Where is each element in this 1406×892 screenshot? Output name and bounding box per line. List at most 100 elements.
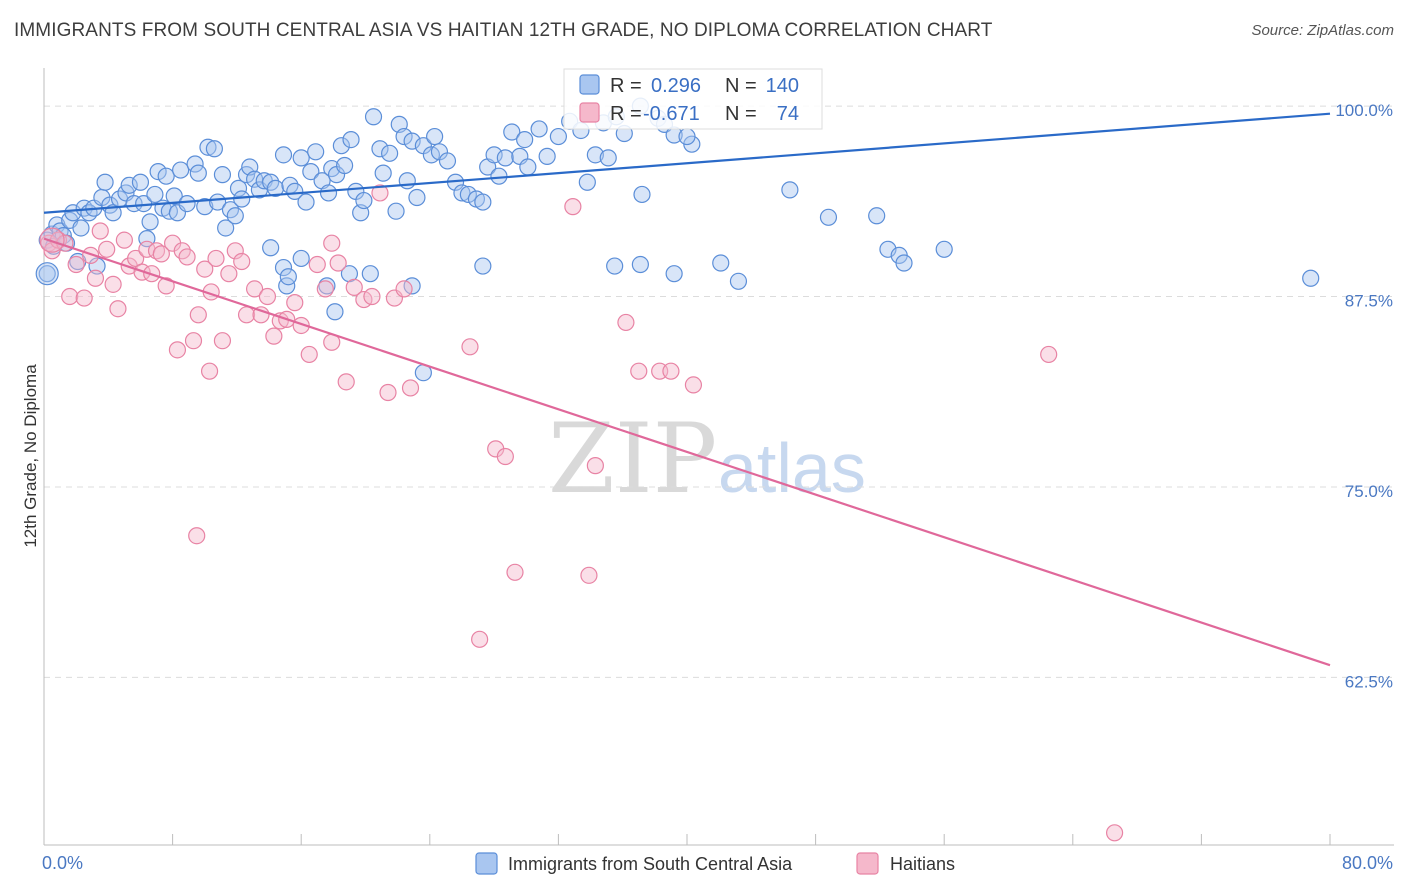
legend-swatch-pink[interactable] (856, 852, 879, 875)
data-point-blue (319, 184, 338, 202)
y-tick-label: 87.5% (1345, 292, 1393, 311)
data-point-pink (586, 457, 604, 475)
data-point-blue (712, 254, 730, 272)
data-point-blue (96, 173, 114, 191)
data-point-pink (86, 269, 105, 287)
data-point-blue (307, 143, 325, 161)
data-point-pink (617, 313, 635, 332)
data-point-pink (316, 280, 334, 298)
data-point-pink (684, 376, 703, 394)
data-point-blue (1302, 269, 1320, 287)
data-point-pink (395, 280, 413, 298)
y-tick-label: 62.5% (1345, 672, 1393, 691)
data-point-blue (141, 213, 159, 231)
data-point-blue (229, 179, 248, 197)
data-point-blue (665, 265, 683, 283)
data-point-pink (258, 287, 277, 306)
data-point-pink (152, 245, 170, 263)
data-point-blue (205, 140, 223, 158)
data-point-blue (586, 146, 604, 164)
data-point-blue (336, 156, 354, 175)
y-tick-label: 75.0% (1345, 482, 1393, 501)
data-point-pink (157, 277, 175, 295)
data-point-pink (265, 327, 283, 345)
data-point-pink (127, 249, 145, 268)
data-point-pink (1105, 824, 1124, 842)
x-tick-labels: 0.0% 80.0% (42, 834, 1393, 873)
data-point-pink (61, 287, 79, 306)
data-point-pink (115, 231, 133, 249)
data-point-blue (549, 127, 568, 146)
data-point-pink (75, 289, 93, 307)
data-point-blue (485, 146, 503, 164)
data-point-blue (459, 185, 477, 204)
data-point-blue (868, 207, 886, 225)
data-point-blue (196, 198, 214, 216)
data-point-pink (271, 312, 289, 330)
data-point-blue (172, 161, 190, 179)
legend-swatch-blue[interactable] (475, 852, 498, 875)
data-point-blue (355, 191, 373, 210)
stats-r-label-blue: R = (610, 75, 642, 97)
data-point-pink (300, 345, 318, 364)
data-point-blue (120, 176, 138, 194)
data-point-blue (819, 208, 838, 226)
data-point-blue (633, 185, 651, 204)
data-point-blue (178, 194, 196, 213)
data-point-pink (82, 246, 100, 264)
data-point-pink (147, 242, 166, 260)
data-point-pink (237, 306, 256, 324)
data-point-blue (217, 219, 235, 237)
stats-swatch-pink (579, 102, 600, 123)
data-point-pink (226, 242, 244, 260)
data-point-blue (326, 303, 344, 321)
data-point-blue (387, 202, 405, 220)
data-point-blue (395, 127, 413, 146)
data-point-blue (332, 137, 350, 155)
data-point-blue (361, 265, 379, 283)
data-point-blue (72, 219, 90, 237)
data-point-blue (895, 254, 913, 272)
data-point-blue (266, 179, 285, 197)
data-point-blue (631, 255, 649, 274)
legend-label-pink[interactable]: Haitians (890, 854, 955, 874)
data-point-pink (200, 362, 219, 380)
data-point-pink (98, 240, 116, 258)
data-point-blue (426, 127, 444, 146)
data-point-blue (398, 172, 416, 190)
data-point-blue (149, 163, 167, 181)
grid-lines (44, 105, 1394, 678)
stats-swatch-blue (579, 74, 600, 95)
x-tick-label: 80.0% (1342, 853, 1393, 873)
data-point-blue (935, 240, 953, 258)
data-point-pink (461, 338, 479, 356)
data-point-pink (371, 184, 389, 202)
stats-r-value-pink: -0.671 (643, 103, 700, 125)
data-point-pink (471, 630, 489, 648)
data-point-blue (371, 140, 389, 158)
data-point-blue (519, 158, 537, 176)
legend-label-blue[interactable]: Immigrants from South Central Asia (508, 854, 793, 874)
data-point-pink (207, 249, 225, 268)
stats-n-label-pink: N = (725, 103, 757, 125)
stats-legend-box (563, 68, 823, 130)
bottom-legend: Immigrants from South Central Asia Haiti… (475, 852, 955, 875)
data-point-blue (678, 127, 696, 146)
watermark-atlas: atlas (718, 429, 866, 507)
data-point-blue (374, 164, 392, 182)
stats-n-value-pink: 74 (777, 103, 799, 125)
data-point-blue (599, 149, 617, 167)
y-tick-label: 100.0% (1335, 101, 1393, 120)
data-point-blue (302, 163, 320, 181)
data-point-blue (125, 194, 143, 213)
data-point-pink (91, 222, 109, 240)
data-point-blue (729, 272, 748, 290)
data-point-pink (196, 260, 214, 278)
data-point-blue (213, 166, 232, 184)
stats-n-label-blue: N = (725, 75, 757, 97)
data-point-pink (323, 234, 341, 252)
stats-legend: R = 0.296 N = 140 R = -0.671 N = 74 (563, 68, 823, 130)
data-point-pink (213, 332, 232, 350)
stats-r-label-pink: R = (610, 103, 642, 125)
trend-line-blue (43, 112, 1331, 214)
